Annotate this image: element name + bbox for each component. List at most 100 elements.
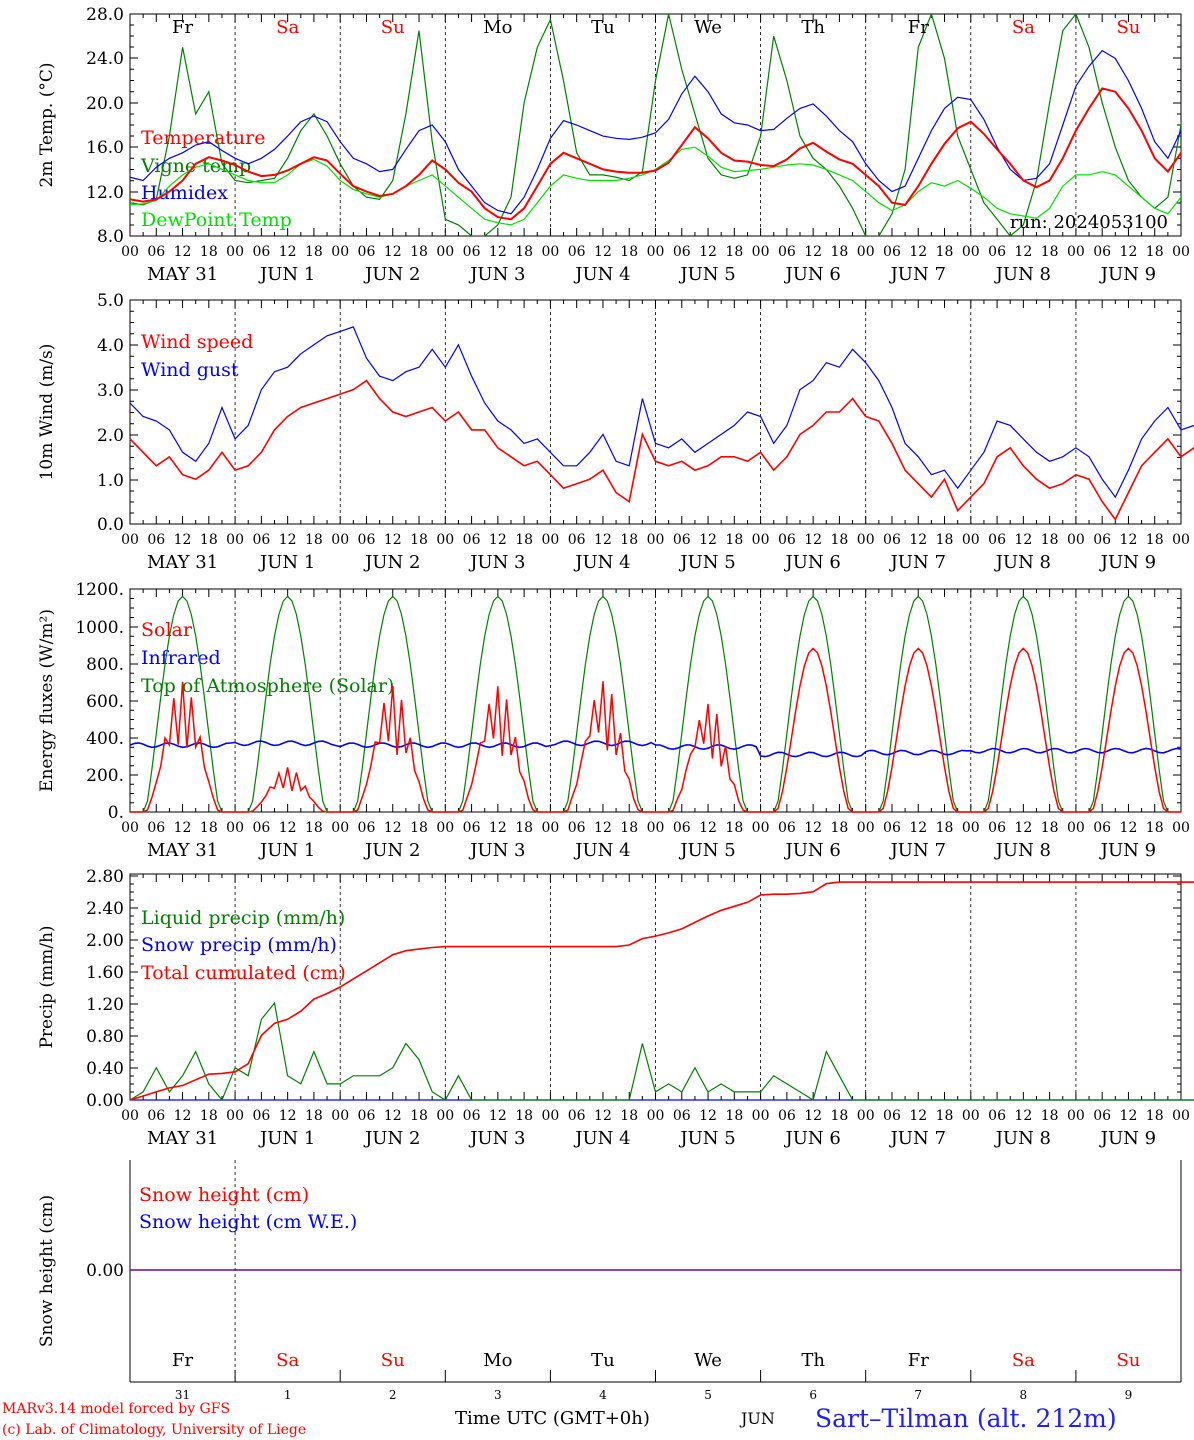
hour-label: 00 bbox=[1067, 244, 1085, 260]
hour-label: 06 bbox=[463, 244, 481, 260]
hour-label: 18 bbox=[831, 532, 849, 548]
hour-label: 18 bbox=[831, 244, 849, 260]
hour-label: 06 bbox=[778, 820, 796, 836]
day-name: Th bbox=[801, 1350, 825, 1371]
y-tick-label: 0.80 bbox=[86, 1027, 124, 1047]
hour-label: 12 bbox=[1014, 820, 1032, 836]
station-label: Sart–Tilman (alt. 212m) bbox=[815, 1404, 1117, 1433]
y-axis-label: 2m Temp. (°C) bbox=[37, 62, 57, 187]
hour-label: 06 bbox=[778, 532, 796, 548]
hour-label: 18 bbox=[1041, 244, 1059, 260]
hour-label: 06 bbox=[358, 820, 376, 836]
hour-label: 18 bbox=[936, 532, 954, 548]
hour-label: 06 bbox=[147, 1108, 165, 1124]
hour-label: 00 bbox=[331, 244, 349, 260]
hour-label: 12 bbox=[384, 820, 402, 836]
date-label: JUN 1 bbox=[258, 840, 315, 861]
hour-label: 12 bbox=[489, 820, 507, 836]
hour-label: 12 bbox=[699, 1108, 717, 1124]
hour-label: 00 bbox=[121, 1108, 139, 1124]
hour-label: 06 bbox=[252, 532, 270, 548]
hour-label: 00 bbox=[436, 820, 454, 836]
panel-4: 0.00 0.40 0.80 1.20 1.60 2.00 2.40 2.80 Precip (… bbox=[37, 867, 1194, 1149]
date-label: JUN 1 bbox=[258, 264, 315, 285]
hour-label: 12 bbox=[909, 244, 927, 260]
y-tick-label: 600. bbox=[86, 692, 124, 712]
day-number: 8 bbox=[1020, 1388, 1028, 1402]
y-tick-label: 3.0 bbox=[97, 381, 124, 401]
y-tick-label: 2.80 bbox=[86, 867, 124, 887]
time-axis-title: Time UTC (GMT+0h) bbox=[455, 1408, 650, 1429]
y-axis-label: Energy fluxes (W/m²) bbox=[37, 609, 57, 792]
hour-label: 06 bbox=[463, 1108, 481, 1124]
hour-label: 06 bbox=[988, 532, 1006, 548]
day-number: 1 bbox=[284, 1388, 292, 1402]
y-tick-label: 1200. bbox=[75, 580, 124, 600]
legend-entry: Wind speed bbox=[141, 331, 253, 353]
hour-label: 00 bbox=[541, 820, 559, 836]
hour-label: 06 bbox=[568, 820, 586, 836]
credit-line-2: (c) Lab. of Climatology, University of L… bbox=[2, 1422, 306, 1438]
y-tick-label: 1.60 bbox=[86, 963, 124, 983]
day-number: 9 bbox=[1125, 1388, 1133, 1402]
hour-label: 06 bbox=[673, 1108, 691, 1124]
y-tick-label: 1000. bbox=[75, 618, 124, 638]
legend-entry: Humidex bbox=[141, 182, 228, 204]
hour-label: 18 bbox=[515, 532, 533, 548]
y-tick-label: 0.00 bbox=[86, 1261, 124, 1281]
date-label: MAY 31 bbox=[147, 1128, 218, 1149]
legend-entry: Snow height (cm W.E.) bbox=[139, 1211, 357, 1233]
hour-label: 18 bbox=[936, 820, 954, 836]
series-lightgreen bbox=[130, 146, 1181, 226]
footer: MARv3.14 model forced by GFS (c) Lab. of… bbox=[2, 1401, 1117, 1438]
day-name: Sa bbox=[1012, 17, 1035, 38]
date-label: JUN 5 bbox=[678, 840, 735, 861]
hour-label: 12 bbox=[384, 532, 402, 548]
date-label: JUN 3 bbox=[468, 264, 525, 285]
date-label: JUN 8 bbox=[994, 552, 1051, 573]
hour-label: 18 bbox=[620, 532, 638, 548]
hour-label: 18 bbox=[200, 244, 218, 260]
date-label: JUN 6 bbox=[783, 840, 840, 861]
day-name: Mo bbox=[483, 17, 512, 38]
hour-label: 06 bbox=[988, 244, 1006, 260]
hour-label: 06 bbox=[147, 820, 165, 836]
hour-label: 12 bbox=[279, 532, 297, 548]
hour-label: 18 bbox=[200, 532, 218, 548]
hour-label: 12 bbox=[804, 820, 822, 836]
legend-entry: Snow height (cm) bbox=[139, 1184, 309, 1206]
hour-label: 00 bbox=[541, 1108, 559, 1124]
month-label: JUN bbox=[739, 1409, 775, 1428]
hour-label: 00 bbox=[857, 1108, 875, 1124]
y-tick-label: 1.0 bbox=[97, 471, 124, 491]
hour-label: 12 bbox=[489, 244, 507, 260]
hour-label: 00 bbox=[857, 532, 875, 548]
hour-label: 18 bbox=[410, 532, 428, 548]
hour-label: 18 bbox=[831, 820, 849, 836]
date-label: JUN 2 bbox=[363, 264, 420, 285]
panel-2: 0.0 1.0 2.0 3.0 4.0 5.0 10m Wind (m/s) 00 06 12 18… bbox=[37, 291, 1194, 573]
date-label: JUN 5 bbox=[678, 552, 735, 573]
series-red bbox=[130, 87, 1181, 221]
hour-label: 00 bbox=[226, 820, 244, 836]
legend-entry: DewPoint Temp bbox=[141, 209, 292, 231]
hour-label: 00 bbox=[436, 244, 454, 260]
series-solar bbox=[130, 647, 1181, 813]
panel-3: 0. 200. 400. 600. 800. 1000. 1200. Energy fluxe… bbox=[37, 580, 1190, 861]
hour-label: 00 bbox=[1067, 1108, 1085, 1124]
hour-label: 00 bbox=[226, 1108, 244, 1124]
date-label: JUN 6 bbox=[783, 264, 840, 285]
hour-label: 06 bbox=[568, 1108, 586, 1124]
hour-label: 12 bbox=[384, 1108, 402, 1124]
hour-label: 12 bbox=[594, 532, 612, 548]
date-label: JUN 7 bbox=[889, 840, 946, 861]
hour-label: 18 bbox=[515, 244, 533, 260]
hour-label: 12 bbox=[174, 820, 192, 836]
date-label: JUN 7 bbox=[889, 264, 946, 285]
hour-label: 00 bbox=[226, 532, 244, 548]
hour-label: 12 bbox=[1120, 532, 1138, 548]
date-label: MAY 31 bbox=[147, 552, 218, 573]
hour-label: 12 bbox=[594, 244, 612, 260]
hour-label: 18 bbox=[410, 820, 428, 836]
hour-label: 00 bbox=[962, 1108, 980, 1124]
